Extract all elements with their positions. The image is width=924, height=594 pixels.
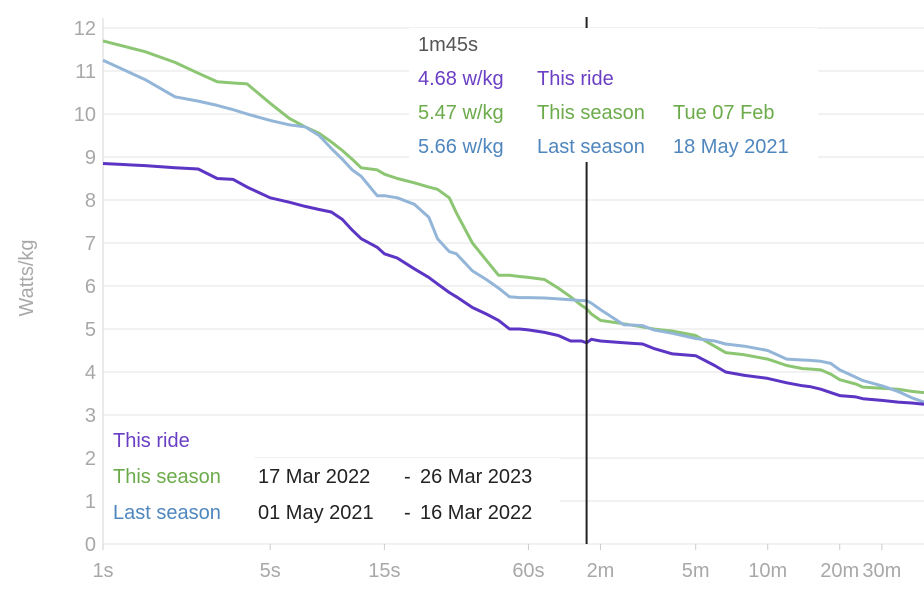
x-tick-label: 60s: [512, 560, 544, 582]
tooltip-this-season-label: This season: [537, 102, 645, 124]
y-tick-label: 0: [85, 534, 96, 556]
tooltip-last-season-label: Last season: [537, 136, 645, 158]
y-tick-label: 6: [85, 276, 96, 298]
legend: This ride This season 17 Mar 2022 - 26 M…: [104, 425, 560, 530]
tooltip-this-season-date: Tue 07 Feb: [673, 102, 775, 124]
legend-this-season[interactable]: This season: [113, 466, 221, 488]
x-tick-label: 10m: [748, 560, 787, 582]
y-tick-label: 11: [75, 61, 96, 83]
series-line-last-season: [102, 58, 924, 404]
y-tick-label: 8: [85, 190, 96, 212]
tooltip-last-season-date: 18 May 2021: [673, 136, 789, 158]
y-tick-label: 9: [85, 147, 96, 169]
legend-last-season[interactable]: Last season: [113, 502, 221, 524]
x-tick-label: 30m: [862, 560, 901, 582]
x-tick-label: 15s: [368, 560, 400, 582]
y-tick-label: 12: [74, 18, 96, 40]
x-axis-ticks: 1s 5s 15s 60s 2m 5m 10m 20m 30m: [92, 544, 901, 582]
x-tick-label: 2m: [587, 560, 615, 582]
tooltip-this-season-value: 5.47 w/kg: [418, 102, 504, 124]
tooltip-last-season-value: 5.66 w/kg: [418, 136, 504, 158]
tooltip: 1m45s 4.68 w/kg This ride 5.47 w/kg This…: [409, 28, 818, 162]
y-tick-label: 2: [85, 448, 96, 470]
x-tick-label: 20m: [820, 560, 859, 582]
legend-this-season-from: 17 Mar 2022: [258, 466, 370, 488]
tooltip-time: 1m45s: [418, 34, 478, 56]
legend-last-season-from: 01 May 2021: [258, 502, 374, 524]
legend-this-season-to: 26 Mar 2023: [420, 466, 532, 488]
series-lines: [102, 39, 924, 406]
legend-background: [104, 425, 254, 529]
y-axis-label: Watts/kg: [16, 239, 38, 316]
x-tick-label: 1s: [92, 560, 113, 582]
tooltip-background: [409, 28, 818, 162]
y-tick-label: 10: [74, 104, 96, 126]
legend-this-season-separator: -: [404, 466, 411, 488]
y-tick-label: 7: [85, 233, 96, 255]
y-tick-label: 5: [85, 319, 96, 341]
legend-last-season-separator: -: [404, 502, 411, 524]
y-tick-label: 1: [85, 491, 96, 513]
legend-last-season-to: 16 Mar 2022: [420, 502, 532, 524]
series-line-this-ride: [102, 162, 924, 406]
y-tick-label: 4: [85, 362, 96, 384]
tooltip-this-ride-label: This ride: [537, 68, 614, 90]
tooltip-this-ride-value: 4.68 w/kg: [418, 68, 504, 90]
legend-this-ride[interactable]: This ride: [113, 430, 190, 452]
y-tick-label: 3: [85, 405, 96, 427]
x-tick-label: 5s: [260, 560, 281, 582]
x-tick-label: 5m: [682, 560, 710, 582]
legend-dates-background: [250, 458, 560, 530]
